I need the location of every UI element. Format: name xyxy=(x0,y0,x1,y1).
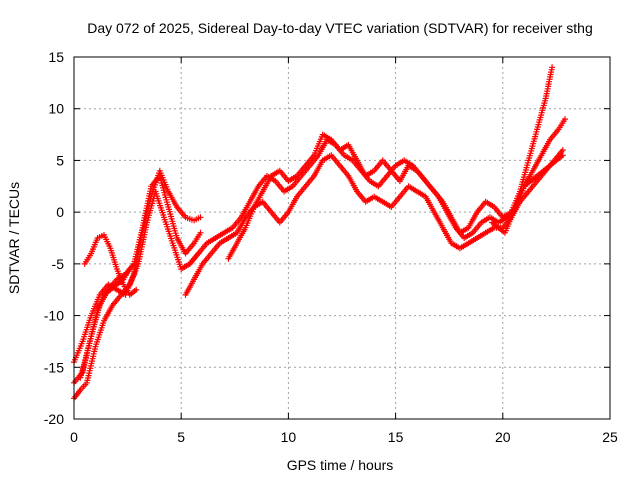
x-tick-label: 10 xyxy=(281,429,297,445)
x-axis-label: GPS time / hours xyxy=(287,457,394,473)
series-track-9 xyxy=(489,152,566,236)
y-tick-label: -5 xyxy=(52,256,65,272)
y-tick-label: -20 xyxy=(44,411,64,427)
series-track-1 xyxy=(71,188,202,402)
y-tick-label: 10 xyxy=(48,101,64,117)
y-tick-label: -10 xyxy=(44,308,64,324)
chart-title: Day 072 of 2025, Sidereal Day-to-day VTE… xyxy=(87,20,593,36)
y-tick-label: 15 xyxy=(48,49,64,65)
y-axis-label: SDTVAR / TECUs xyxy=(6,182,22,294)
ticks: 0 5 10 15 20 25 -20 -15 -10 -5 0 5 10 15 xyxy=(44,49,618,445)
y-tick-label: 5 xyxy=(56,152,64,168)
series-track-7 xyxy=(186,116,568,267)
series-track-8 xyxy=(225,64,556,262)
y-tick-label: 0 xyxy=(56,204,64,220)
series-track-5 xyxy=(77,266,133,381)
x-tick-label: 15 xyxy=(388,429,404,445)
series-layer xyxy=(71,64,568,402)
x-tick-label: 25 xyxy=(602,429,618,445)
plot-frame xyxy=(73,56,611,420)
x-tick-label: 5 xyxy=(177,429,185,445)
y-tick-label: -15 xyxy=(44,359,64,375)
x-tick-label: 20 xyxy=(495,429,511,445)
grid xyxy=(74,57,610,419)
x-tick-label: 0 xyxy=(70,429,78,445)
